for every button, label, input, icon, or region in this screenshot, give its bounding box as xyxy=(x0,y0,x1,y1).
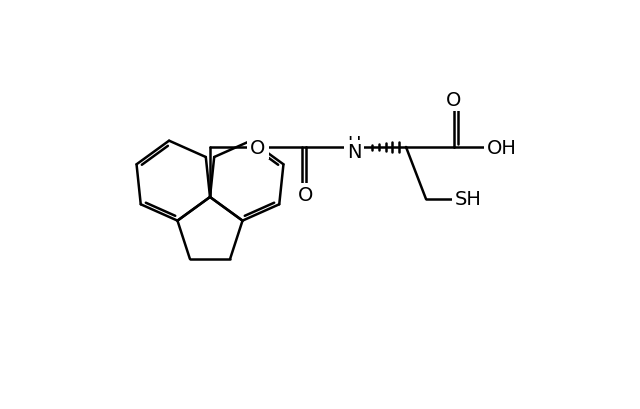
Text: O: O xyxy=(446,90,461,109)
Text: SH: SH xyxy=(454,190,481,209)
Text: N: N xyxy=(347,143,361,162)
Text: OH: OH xyxy=(487,138,517,157)
Text: O: O xyxy=(298,186,314,205)
Text: H: H xyxy=(348,135,361,153)
Text: O: O xyxy=(250,138,266,157)
